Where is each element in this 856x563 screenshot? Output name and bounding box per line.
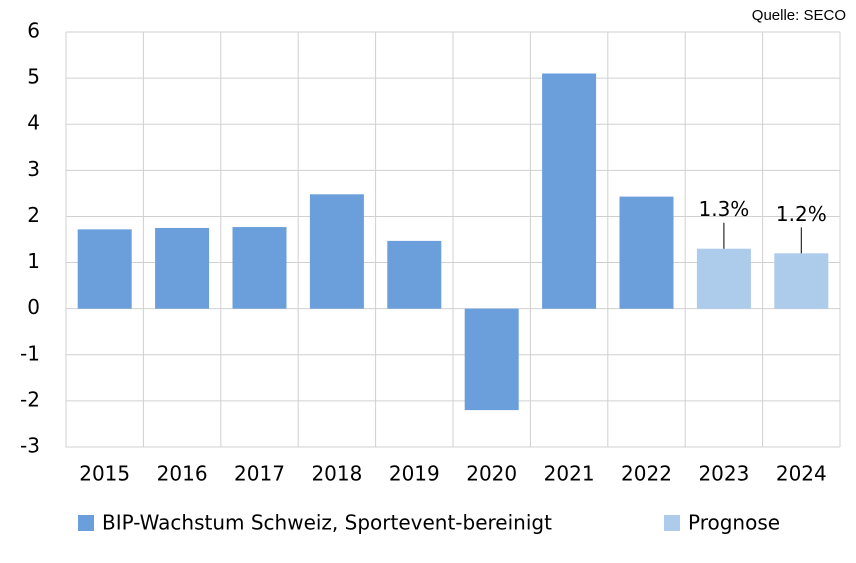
- legend-label: Prognose: [688, 511, 780, 535]
- bar: [155, 227, 210, 309]
- bar: [619, 196, 674, 309]
- y-tick-label: -1: [20, 341, 40, 365]
- y-tick-label: 1: [27, 249, 40, 273]
- bar: [542, 73, 597, 309]
- x-tick-label: 2020: [466, 462, 517, 486]
- bar: [774, 253, 829, 309]
- data-label: 1.3%: [698, 197, 749, 221]
- y-tick-label: -2: [20, 387, 40, 411]
- y-tick-label: 4: [27, 111, 40, 135]
- legend-swatch: [78, 515, 94, 531]
- bar: [77, 229, 132, 309]
- y-tick-label: 3: [27, 157, 40, 181]
- x-tick-label: 2024: [776, 462, 827, 486]
- bar: [387, 240, 442, 309]
- bar: [232, 227, 287, 309]
- x-tick-label: 2018: [311, 462, 362, 486]
- x-tick-label: 2023: [698, 462, 749, 486]
- bar: [464, 308, 519, 411]
- legend-swatch: [664, 515, 680, 531]
- y-tick-label: -3: [20, 434, 40, 458]
- x-tick-label: 2015: [79, 462, 130, 486]
- x-tick-label: 2021: [544, 462, 595, 486]
- y-tick-label: 6: [27, 19, 40, 43]
- x-tick-label: 2016: [157, 462, 208, 486]
- y-tick-label: 0: [27, 295, 40, 319]
- data-label: 1.2%: [776, 202, 827, 226]
- x-tick-label: 2019: [389, 462, 440, 486]
- bar: [309, 194, 364, 309]
- x-tick-label: 2022: [621, 462, 672, 486]
- legend-label: BIP-Wachstum Schweiz, Sportevent-bereini…: [102, 511, 552, 535]
- y-tick-label: 2: [27, 203, 40, 227]
- y-tick-label: 5: [27, 65, 40, 89]
- source: Quelle: SECO: [752, 7, 846, 24]
- x-tick-label: 2017: [234, 462, 285, 486]
- bar: [696, 248, 751, 309]
